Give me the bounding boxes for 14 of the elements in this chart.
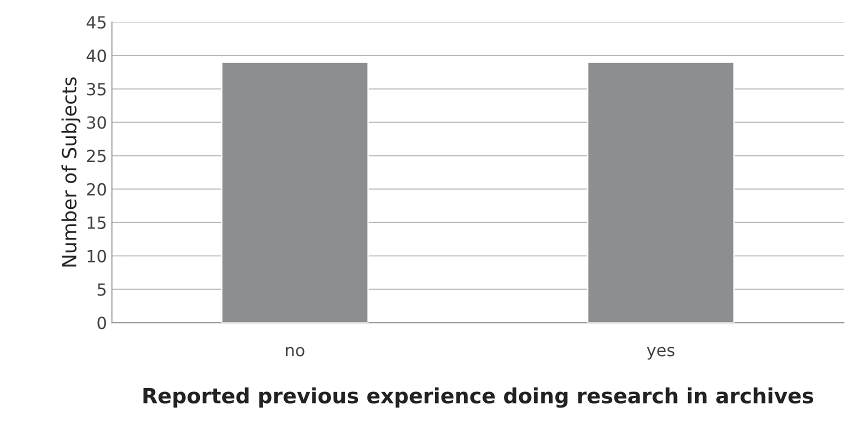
x-axis-title: Reported previous experience doing research in archives [144, 387, 814, 408]
x-tick-label: no [286, 346, 304, 356]
x-tick-label: yes [646, 346, 674, 360]
y-tick-label: 40 [86, 49, 106, 62]
y-tick-label: 5 [98, 283, 106, 296]
y-tick-label: 30 [87, 116, 106, 129]
y-tick-label: 25 [87, 150, 106, 162]
y-tick-label: 10 [88, 250, 106, 262]
y-tick-label: 0 [98, 316, 106, 330]
y-tick-label: 35 [87, 82, 106, 96]
y-tick-label: 45 [86, 16, 106, 29]
y-tick-label: 20 [87, 183, 106, 196]
y-tick-label: 15 [88, 216, 106, 230]
y-axis-title: Number of Subjects [61, 77, 80, 266]
